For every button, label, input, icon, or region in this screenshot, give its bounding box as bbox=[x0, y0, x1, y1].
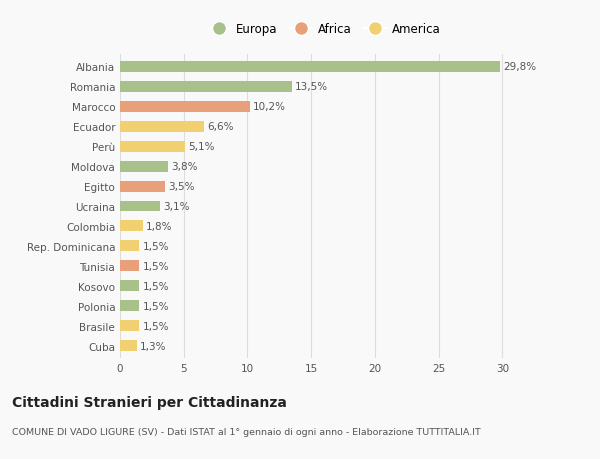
Bar bbox=[120, 181, 164, 192]
Bar bbox=[120, 281, 139, 292]
Text: 29,8%: 29,8% bbox=[503, 62, 536, 72]
Bar bbox=[120, 201, 160, 212]
Bar bbox=[120, 141, 185, 152]
Bar bbox=[120, 301, 139, 312]
Text: 13,5%: 13,5% bbox=[295, 82, 328, 92]
Text: 1,5%: 1,5% bbox=[142, 281, 169, 291]
Text: Cittadini Stranieri per Cittadinanza: Cittadini Stranieri per Cittadinanza bbox=[12, 395, 287, 409]
Text: 1,5%: 1,5% bbox=[142, 321, 169, 331]
Bar bbox=[120, 321, 139, 331]
Text: 6,6%: 6,6% bbox=[208, 122, 234, 132]
Bar bbox=[120, 341, 137, 352]
Text: 1,3%: 1,3% bbox=[140, 341, 166, 351]
Bar bbox=[120, 161, 169, 172]
Text: 1,5%: 1,5% bbox=[142, 241, 169, 252]
Bar bbox=[120, 121, 204, 132]
Text: 3,8%: 3,8% bbox=[172, 162, 198, 172]
Legend: Europa, Africa, America: Europa, Africa, America bbox=[203, 18, 445, 41]
Bar bbox=[120, 221, 143, 232]
Bar bbox=[120, 261, 139, 272]
Text: 3,1%: 3,1% bbox=[163, 202, 189, 212]
Text: COMUNE DI VADO LIGURE (SV) - Dati ISTAT al 1° gennaio di ogni anno - Elaborazion: COMUNE DI VADO LIGURE (SV) - Dati ISTAT … bbox=[12, 427, 481, 436]
Bar bbox=[120, 101, 250, 112]
Text: 1,5%: 1,5% bbox=[142, 261, 169, 271]
Text: 1,8%: 1,8% bbox=[146, 222, 173, 231]
Bar bbox=[120, 62, 500, 73]
Text: 10,2%: 10,2% bbox=[253, 102, 286, 112]
Text: 1,5%: 1,5% bbox=[142, 301, 169, 311]
Bar bbox=[120, 82, 292, 92]
Text: 3,5%: 3,5% bbox=[168, 182, 194, 191]
Bar bbox=[120, 241, 139, 252]
Text: 5,1%: 5,1% bbox=[188, 142, 215, 152]
